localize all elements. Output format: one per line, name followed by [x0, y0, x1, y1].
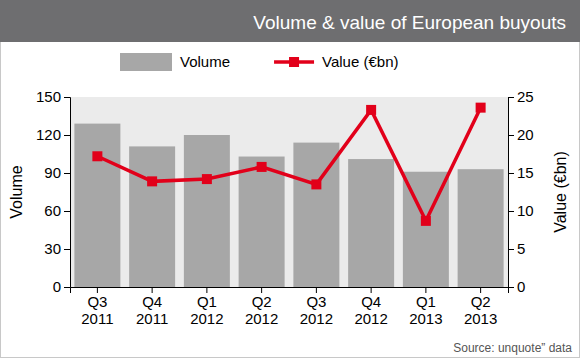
tick-mark — [508, 135, 514, 136]
marker — [366, 105, 376, 115]
tick-label: Q42012 — [354, 293, 387, 327]
tick-mark — [64, 249, 70, 250]
tick: 10 — [508, 202, 534, 219]
tick-label: 90 — [44, 164, 61, 181]
tick: 25 — [508, 88, 534, 105]
legend-label: Value (€bn) — [322, 53, 398, 70]
title: Volume & value of European buyouts — [253, 12, 566, 33]
marker — [421, 216, 431, 226]
tick-label: Q32012 — [300, 293, 333, 327]
y2-axis-title: Value (€bn) — [552, 151, 569, 233]
tick-mark — [64, 135, 70, 136]
tick-label: 150 — [36, 88, 61, 105]
y-axis-title: Volume — [8, 165, 25, 218]
tick-mark — [508, 97, 514, 98]
tick-mark — [508, 249, 514, 250]
tick-mark — [64, 173, 70, 174]
tick: Q42011 — [136, 287, 168, 327]
tick: 60 — [44, 202, 70, 219]
y2-axis: 0 5 10 15 20 25 — [508, 88, 534, 295]
tick: 0 — [508, 278, 525, 295]
tick: Q32011 — [81, 287, 113, 327]
tick-label: 5 — [517, 240, 525, 257]
axis-line — [509, 98, 515, 288]
tick: Q12013 — [409, 287, 442, 327]
tick-label: Q22012 — [245, 293, 278, 327]
tick: Q42012 — [354, 287, 387, 327]
marker — [257, 162, 267, 172]
bar — [458, 169, 504, 287]
line — [97, 108, 480, 221]
tick-label: 10 — [517, 202, 534, 219]
marker — [147, 176, 157, 186]
tick-label: 20 — [517, 126, 534, 143]
tick-label: Q22013 — [464, 293, 497, 327]
marks — [74, 103, 503, 287]
tick-mark — [64, 287, 70, 288]
legend: Volume Value (€bn) — [120, 53, 398, 71]
tick-label: 0 — [517, 278, 525, 295]
tick-label: 0 — [53, 278, 61, 295]
tick-label: 25 — [517, 88, 534, 105]
tick-label: 120 — [36, 126, 61, 143]
tick: 90 — [44, 164, 70, 181]
tick-label: Q12013 — [409, 293, 442, 327]
tick-label: Q12012 — [190, 293, 223, 327]
marker — [202, 174, 212, 184]
bar — [74, 124, 120, 287]
tick-mark — [508, 173, 514, 174]
tick-label: 30 — [44, 240, 61, 257]
plot-area — [70, 97, 508, 287]
tick-mark — [64, 97, 70, 98]
bar — [239, 157, 285, 287]
tick: 120 — [36, 126, 70, 143]
tick: 0 — [53, 278, 70, 295]
x-axis: Q32011 Q42011 Q12012 Q22012 Q32012 Q42012 Q120… — [71, 287, 509, 327]
axis-line — [64, 98, 71, 288]
source: Source: unquote” data — [453, 341, 572, 355]
tick: 150 — [36, 88, 70, 105]
tick-label: Q42011 — [136, 293, 168, 327]
tick: Q32012 — [300, 287, 333, 327]
tick: 15 — [508, 164, 534, 181]
tick-label: Q32011 — [81, 293, 113, 327]
bar — [184, 135, 230, 287]
marker — [476, 103, 486, 113]
y-axis: 0 30 60 90 120 150 — [36, 88, 71, 295]
marker — [311, 179, 321, 189]
tick-label: 15 — [517, 164, 534, 181]
tick: Q12012 — [190, 287, 223, 327]
tick: Q22013 — [464, 287, 497, 327]
bar — [129, 146, 175, 287]
background — [1, 1, 580, 358]
legend-marker — [289, 57, 299, 67]
tick-mark — [64, 211, 70, 212]
tick-mark — [508, 211, 514, 212]
marker — [92, 151, 102, 161]
legend-label: Volume — [180, 53, 230, 70]
tick: 5 — [508, 240, 525, 257]
tick: 20 — [508, 126, 534, 143]
bar — [348, 159, 394, 287]
tick-label: 60 — [44, 202, 61, 219]
chart: Volume & value of European buyouts 0 30 60 9… — [0, 0, 580, 358]
tick: Q22012 — [245, 287, 278, 327]
legend-swatch — [120, 53, 172, 71]
tick: 30 — [44, 240, 70, 257]
axis-line — [71, 288, 509, 294]
header — [0, 0, 580, 42]
